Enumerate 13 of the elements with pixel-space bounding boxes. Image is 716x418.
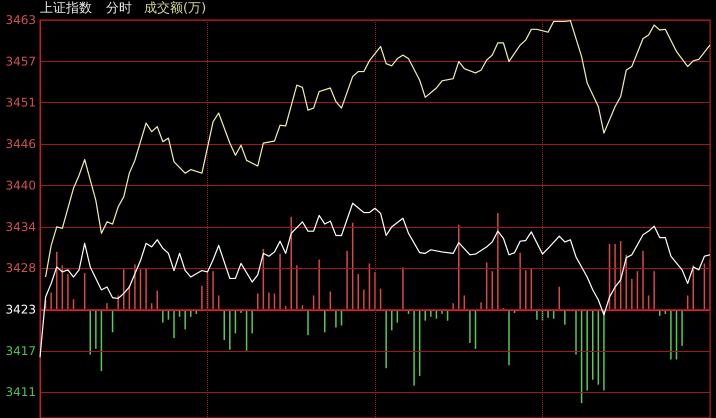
y-tick-label: 3451 [5, 96, 36, 110]
y-tick-label: 3463 [5, 13, 36, 27]
y-tick-label: 3457 [5, 54, 36, 68]
chart-subtitle: 分时 [106, 1, 132, 16]
y-tick-label: 3423 [5, 302, 36, 316]
chart-title: 上证指数 [40, 1, 92, 16]
y-tick-label: 3428 [5, 261, 36, 276]
y-tick-label: 3411 [5, 385, 36, 400]
y-tick-label: 3417 [5, 344, 36, 358]
y-tick-label: 3446 [5, 137, 36, 152]
text: 成交额(万) [144, 0, 206, 16]
y-tick-label: 3440 [5, 178, 36, 192]
y-tick-label: 3434 [5, 220, 36, 234]
